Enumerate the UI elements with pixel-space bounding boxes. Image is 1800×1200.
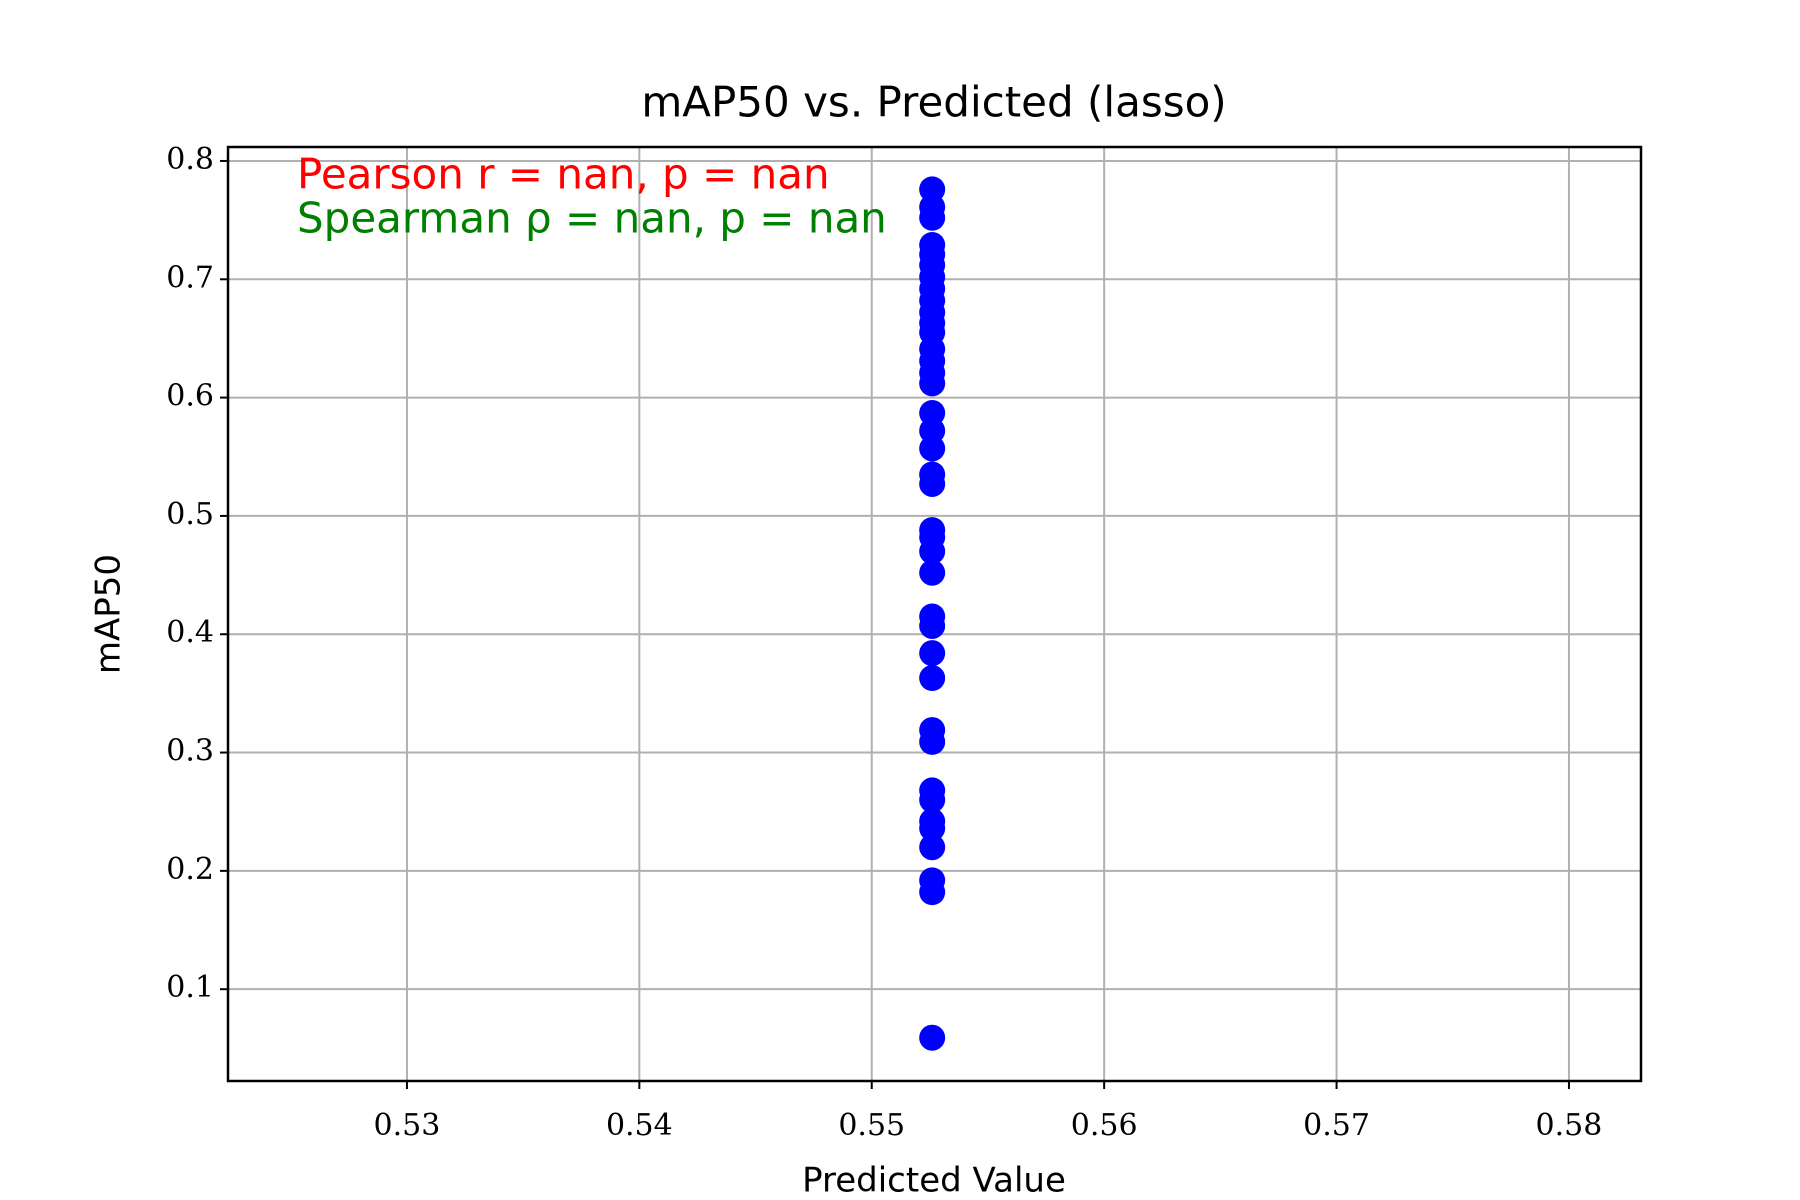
- y-tick-label: 0.5: [166, 497, 214, 532]
- scatter-point: [919, 612, 946, 639]
- x-tick-label: 0.53: [374, 1108, 441, 1143]
- scatter-point: [919, 815, 946, 842]
- scatter-point: [919, 786, 946, 813]
- scatter-point: [919, 370, 946, 397]
- annotation: Pearson r = nan, p = nan: [297, 150, 830, 199]
- x-tick-label: 0.56: [1071, 1108, 1138, 1143]
- y-tick-label: 0.3: [166, 734, 214, 769]
- y-tick-label: 0.8: [166, 142, 214, 177]
- chart-title: mAP50 vs. Predicted (lasso): [641, 78, 1226, 127]
- annotation: Spearman ρ = nan, p = nan: [297, 194, 887, 243]
- scatter-point: [919, 665, 946, 692]
- scatter-point: [919, 1024, 946, 1051]
- scatter-point: [919, 204, 946, 231]
- x-tick-label: 0.57: [1303, 1108, 1370, 1143]
- y-tick-label: 0.4: [166, 615, 214, 650]
- y-tick-label: 0.2: [166, 852, 214, 887]
- x-axis-label: Predicted Value: [802, 1161, 1066, 1200]
- x-tick-label: 0.58: [1536, 1108, 1603, 1143]
- y-tick-label: 0.6: [166, 379, 214, 414]
- scatter-point: [919, 728, 946, 755]
- y-axis-label: mAP50: [89, 554, 129, 674]
- x-tick-label: 0.54: [606, 1108, 673, 1143]
- y-tick-label: 0.7: [166, 260, 214, 295]
- scatter-point: [919, 538, 946, 565]
- x-tick-label: 0.55: [838, 1108, 905, 1143]
- scatter-point: [919, 559, 946, 586]
- scatter-point: [919, 879, 946, 906]
- scatter-point: [919, 470, 946, 497]
- scatter-point: [919, 834, 946, 861]
- scatter-point: [919, 435, 946, 462]
- y-tick-label: 0.1: [166, 970, 214, 1005]
- plot-frame: [226, 145, 1643, 1083]
- scatter-point: [919, 640, 946, 667]
